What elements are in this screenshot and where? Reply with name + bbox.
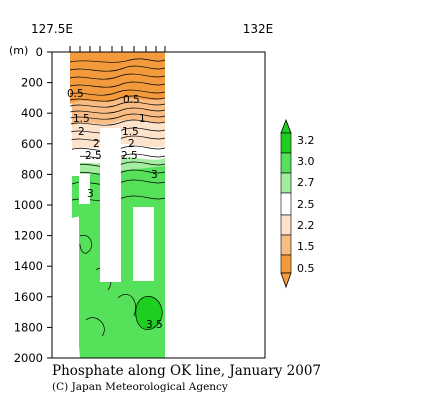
y-tick-label: 1200 bbox=[14, 229, 43, 243]
contour-lines bbox=[69, 58, 166, 337]
x-range-label-right: 132E bbox=[243, 22, 274, 36]
colorbar-top-arrow bbox=[280, 118, 292, 134]
contour-label: 1.5 bbox=[122, 126, 139, 138]
y-tick-label: 1600 bbox=[14, 290, 43, 304]
colorbar-swatch bbox=[280, 152, 292, 174]
chart-title: Phosphate along OK line, January 2007 bbox=[52, 363, 321, 379]
y-tick-label: 1400 bbox=[14, 259, 43, 273]
colorbar-swatch bbox=[280, 132, 292, 154]
credit-text: (C) Japan Meteorological Agency bbox=[52, 381, 228, 393]
colorbar-label: 2.2 bbox=[297, 219, 315, 232]
y-tick-label: 200 bbox=[21, 76, 43, 90]
x-range-label-left: 127.5E bbox=[31, 22, 73, 36]
colorbar-label: 3.2 bbox=[297, 134, 315, 147]
missing-data-gaps bbox=[52, 52, 265, 358]
colorbar-swatch bbox=[280, 234, 292, 256]
y-tick-label: 600 bbox=[21, 137, 43, 151]
field-band-32 bbox=[135, 296, 163, 330]
y-tick-label: 800 bbox=[21, 167, 43, 181]
colorbar-bottom-arrow bbox=[280, 272, 292, 289]
contour-label: 2.5 bbox=[85, 150, 102, 162]
y-unit-label: (m) bbox=[9, 44, 28, 57]
colorbar-label: 0.5 bbox=[297, 262, 315, 275]
contour-label: 2 bbox=[78, 126, 85, 138]
contour-labels: 0.5 0.5 1.5 1 2 1.5 2 2 2.5 2.5 3 3 3.5 bbox=[67, 88, 163, 331]
contour-label: 0.5 bbox=[67, 88, 84, 100]
colorbar: 3.2 3.0 2.7 2.5 2.2 1.5 0.5 bbox=[280, 118, 315, 289]
contour-label: 2.5 bbox=[121, 150, 138, 162]
y-tick-label: 400 bbox=[21, 106, 43, 120]
station-ticks bbox=[69, 46, 166, 52]
colorbar-swatch bbox=[280, 254, 292, 274]
colorbar-swatch bbox=[280, 192, 292, 216]
contour-label: 1 bbox=[139, 113, 146, 125]
field-band-05 bbox=[70, 52, 165, 104]
contour-label: 2 bbox=[93, 138, 100, 150]
contour-label: 0.5 bbox=[123, 94, 140, 106]
contour-label: 3 bbox=[87, 188, 94, 200]
contour-label: 3 bbox=[151, 169, 158, 181]
colorbar-label: 1.5 bbox=[297, 240, 315, 253]
contour-label: 2 bbox=[128, 138, 135, 150]
y-tick-label: 1000 bbox=[14, 198, 43, 212]
colorbar-swatch bbox=[280, 214, 292, 236]
colorbar-swatch bbox=[280, 172, 292, 194]
contour-label: 3.5 bbox=[146, 319, 163, 331]
colorbar-label: 2.5 bbox=[297, 198, 315, 211]
y-axis: 0 200 400 600 800 1000 1200 1400 1600 1800 2000 bbox=[14, 45, 52, 365]
colorbar-label: 2.7 bbox=[297, 176, 315, 189]
y-tick-label: 2000 bbox=[14, 351, 43, 365]
y-tick-label: 0 bbox=[36, 45, 43, 59]
contour-label: 1.5 bbox=[73, 113, 90, 125]
section-field bbox=[52, 52, 265, 358]
colorbar-label: 3.0 bbox=[297, 155, 315, 168]
y-tick-label: 1800 bbox=[14, 320, 43, 334]
